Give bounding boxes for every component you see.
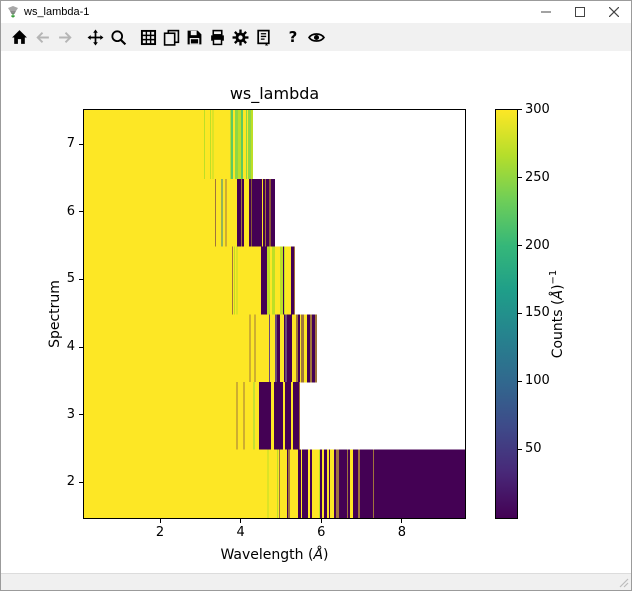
help-button[interactable]: ? <box>282 25 304 49</box>
grid-icon <box>140 29 157 46</box>
save-button[interactable] <box>183 25 205 49</box>
colorbar-tick-label: 200 <box>525 238 550 253</box>
y-tick-mark <box>79 414 83 415</box>
mantid-logo-icon <box>6 5 20 19</box>
forward-button[interactable] <box>54 25 76 49</box>
plot-window: ws_lambda-1 ? ws_lambda Wavelength (Å) S… <box>0 0 632 591</box>
axes-area[interactable] <box>83 109 466 519</box>
grid-button[interactable] <box>137 25 159 49</box>
save-icon <box>186 29 203 46</box>
y-tick-label: 3 <box>57 407 75 422</box>
colorbar-tick-label: 250 <box>525 170 550 185</box>
minimize-button[interactable] <box>529 1 563 23</box>
print-button[interactable] <box>206 25 228 49</box>
colorbar-label: Counts (Å)−1 <box>548 270 566 359</box>
window-title: ws_lambda-1 <box>24 6 89 18</box>
y-tick-mark <box>79 211 83 212</box>
angstrom-symbol: Å <box>550 290 566 300</box>
close-button[interactable] <box>597 1 631 23</box>
y-tick-label: 2 <box>57 474 75 489</box>
y-tick-label: 4 <box>57 339 75 354</box>
y-tick-mark <box>79 347 83 348</box>
colorbar <box>495 109 518 519</box>
script-icon <box>255 29 272 46</box>
colorbar-tick-mark <box>518 177 522 178</box>
eye-icon <box>308 29 325 46</box>
y-tick-label: 6 <box>57 204 75 219</box>
colorbar-tick-label: 150 <box>525 305 550 320</box>
window-controls <box>529 1 631 23</box>
x-tick-mark <box>240 519 241 523</box>
copy-icon <box>163 29 180 46</box>
x-axis-label: Wavelength (Å) <box>83 547 466 563</box>
angstrom-symbol: Å <box>313 547 323 563</box>
status-bar <box>1 573 631 590</box>
colorbar-tick-mark <box>518 449 522 450</box>
y-tick-label: 7 <box>57 136 75 151</box>
home-button[interactable] <box>8 25 30 49</box>
x-tick-label: 6 <box>309 525 333 540</box>
y-tick-label: 5 <box>57 271 75 286</box>
zoom-button[interactable] <box>107 25 129 49</box>
colorbar-tick-mark <box>518 109 522 110</box>
arrow-right-icon <box>57 29 74 46</box>
gear-icon <box>232 29 249 46</box>
colorbar-tick-label: 100 <box>525 373 550 388</box>
resize-grip-icon[interactable] <box>618 577 629 588</box>
back-button[interactable] <box>31 25 53 49</box>
y-axis-label: Spectrum <box>47 280 63 348</box>
y-tick-mark <box>79 279 83 280</box>
x-tick-label: 8 <box>390 525 414 540</box>
plot-toolbar: ? <box>1 23 631 51</box>
colorbar-tick-label: 300 <box>525 102 550 117</box>
close-icon <box>609 7 619 17</box>
maximize-button[interactable] <box>563 1 597 23</box>
plot-title: ws_lambda <box>83 84 466 103</box>
copy-button[interactable] <box>160 25 182 49</box>
heatmap-image <box>84 110 465 518</box>
home-icon <box>11 29 28 46</box>
maximize-icon <box>575 7 585 17</box>
superplot-button[interactable] <box>305 25 327 49</box>
colorbar-tick-label: 50 <box>525 441 542 456</box>
customize-button[interactable] <box>229 25 251 49</box>
titlebar[interactable]: ws_lambda-1 <box>1 1 631 23</box>
x-tick-label: 4 <box>229 525 253 540</box>
pan-icon <box>87 29 104 46</box>
x-tick-mark <box>321 519 322 523</box>
generate-script-button[interactable] <box>252 25 274 49</box>
arrow-left-icon <box>34 29 51 46</box>
y-tick-mark <box>79 482 83 483</box>
help-icon: ? <box>289 28 298 46</box>
colorbar-tick-mark <box>518 313 522 314</box>
figure-canvas: ws_lambda Wavelength (Å) Spectrum Counts… <box>1 51 631 573</box>
x-tick-mark <box>160 519 161 523</box>
colorbar-tick-mark <box>518 245 522 246</box>
colorbar-tick-mark <box>518 381 522 382</box>
print-icon <box>209 29 226 46</box>
x-tick-mark <box>401 519 402 523</box>
y-tick-mark <box>79 144 83 145</box>
pan-button[interactable] <box>84 25 106 49</box>
minimize-icon <box>541 7 551 17</box>
magnifier-icon <box>110 29 127 46</box>
x-tick-label: 2 <box>148 525 172 540</box>
